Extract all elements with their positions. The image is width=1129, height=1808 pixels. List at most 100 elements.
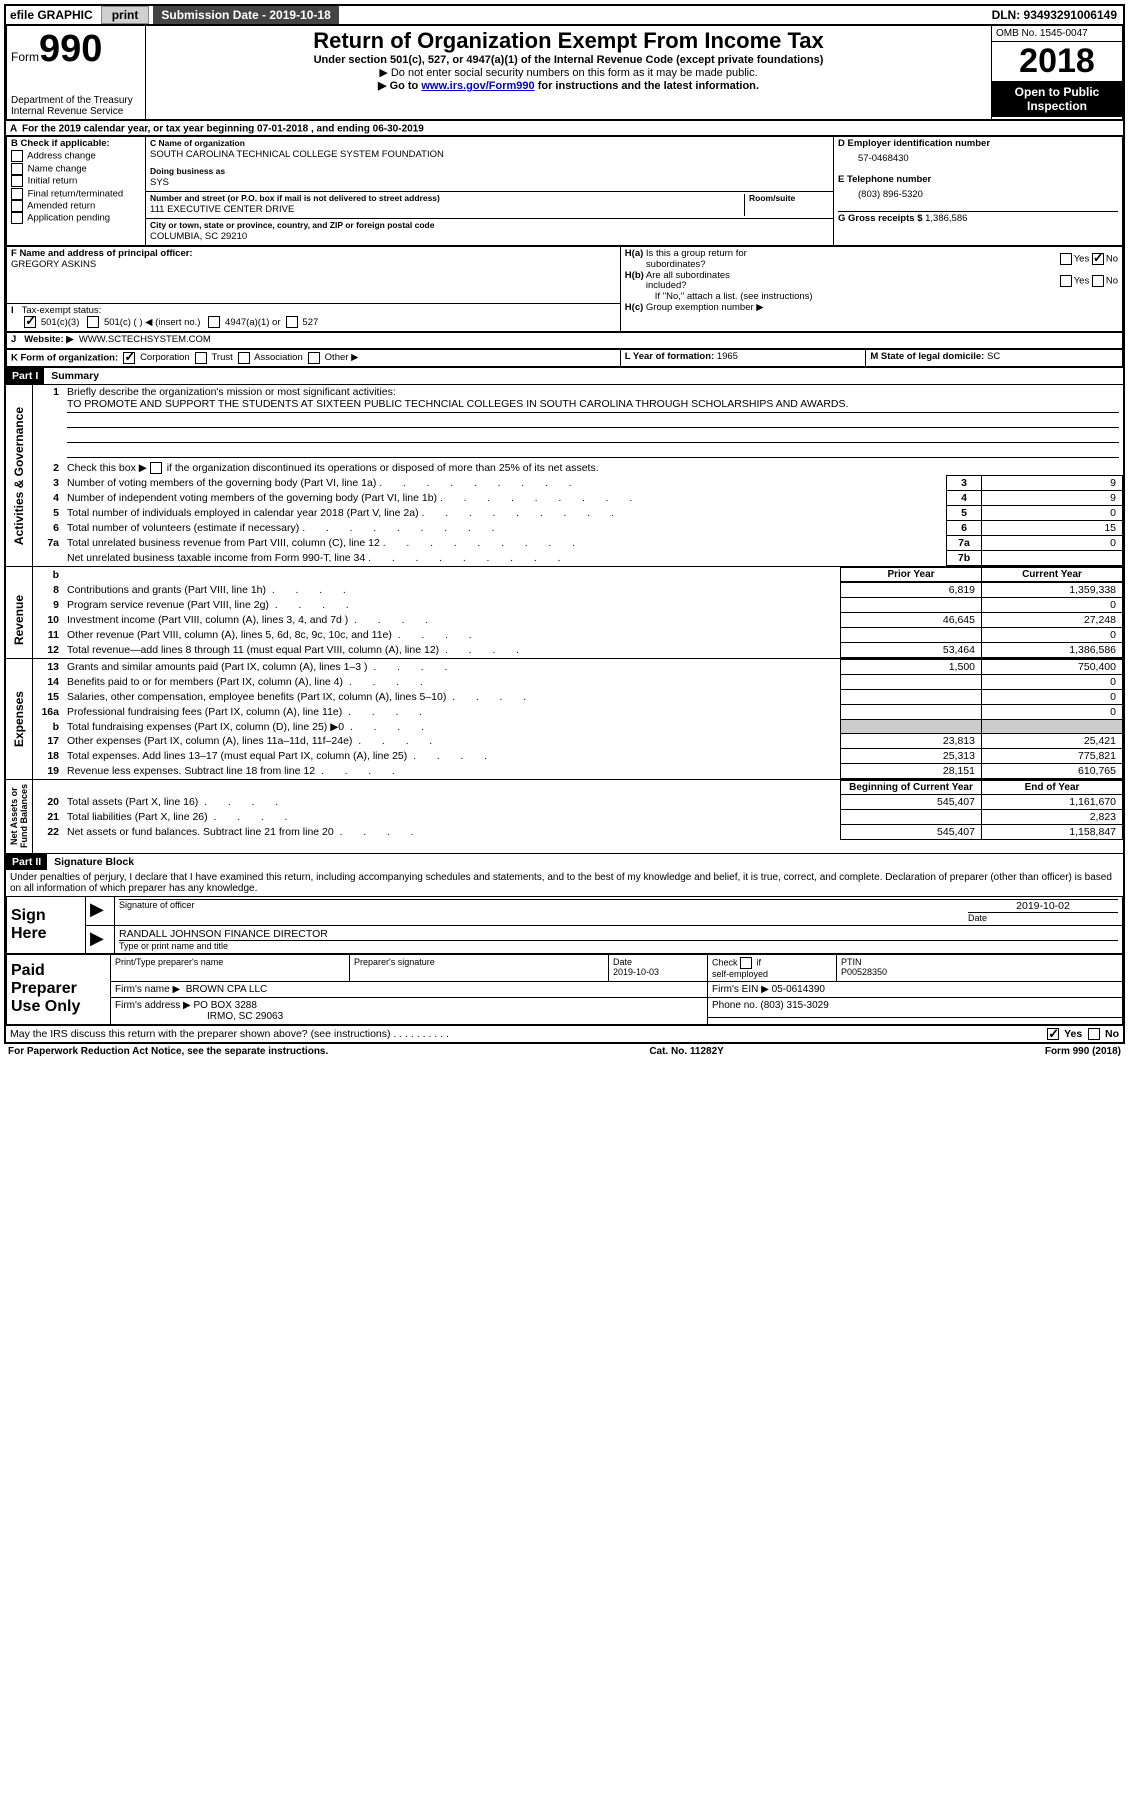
col-end: End of Year: [982, 781, 1123, 795]
gov-line: 6Total number of volunteers (estimate if…: [33, 521, 1123, 536]
data-line: 8Contributions and grants (Part VIII, li…: [33, 583, 1123, 598]
part-i-title: Summary: [51, 370, 99, 382]
form-label: Form: [11, 50, 39, 64]
data-line: 9Program service revenue (Part VIII, lin…: [33, 598, 1123, 613]
footer-right: Form 990 (2018): [1045, 1046, 1121, 1057]
year-formation: 1965: [717, 351, 738, 362]
box-l-label: L Year of formation:: [625, 351, 714, 362]
box-e-label: E Telephone number: [838, 175, 1118, 186]
prep-name-label: Print/Type preparer's name: [111, 954, 350, 981]
firm-ein-label: Firm's EIN ▶: [712, 984, 769, 995]
form-container: efile GRAPHIC print Submission Date - 20…: [4, 4, 1125, 1044]
gross-receipts: 1,386,586: [925, 213, 967, 224]
room-label: Room/suite: [749, 193, 795, 203]
data-line: 18Total expenses. Add lines 13–17 (must …: [33, 749, 1123, 764]
note2-pre: ▶ Go to: [378, 80, 421, 92]
data-line: 21Total liabilities (Part X, line 26) . …: [33, 810, 1123, 825]
check-4947[interactable]: 4947(a)(1) or: [208, 317, 280, 328]
gov-line: Net unrelated business taxable income fr…: [33, 551, 1123, 566]
check-corp[interactable]: Corporation: [123, 352, 189, 363]
check-trust[interactable]: Trust: [195, 352, 233, 363]
data-line: 14Benefits paid to or for members (Part …: [33, 675, 1123, 690]
check-assoc[interactable]: Association: [238, 352, 303, 363]
street-label: Number and street (or P.O. box if mail i…: [150, 193, 440, 203]
prep-sig-label: Preparer's signature: [350, 954, 609, 981]
col-begin: Beginning of Current Year: [841, 781, 982, 795]
form-title: Return of Organization Exempt From Incom…: [150, 28, 987, 54]
officer-type-label: Type or print name and title: [119, 940, 1118, 951]
website-value: WWW.SCTECHSYSTEM.COM: [79, 334, 211, 345]
may-irs-no[interactable]: No: [1088, 1028, 1119, 1040]
sig-officer-label: Signature of officer: [119, 900, 968, 923]
part-i-header: Part I: [6, 368, 44, 384]
paid-preparer-table: PaidPreparerUse Only Print/Type preparer…: [6, 954, 1123, 1025]
sign-here-table: SignHere ▶ Signature of officer 2019-10-…: [6, 896, 1123, 954]
ha-no[interactable]: No: [1092, 253, 1118, 265]
ptin-value: P00528350: [841, 967, 887, 977]
open-public-badge: Open to PublicInspection: [992, 81, 1122, 117]
print-button[interactable]: print: [101, 6, 150, 24]
website-row: J Website: ▶ WWW.SCTECHSYSTEM.COM: [6, 332, 1123, 349]
may-irs-row: May the IRS discuss this return with the…: [6, 1025, 1123, 1042]
state-domicile: SC: [987, 351, 1000, 362]
omb-number: OMB No. 1545-0047: [992, 26, 1122, 42]
check-other[interactable]: Other ▶: [308, 352, 358, 363]
prep-date-label: Date: [613, 957, 632, 967]
hb-no[interactable]: No: [1092, 275, 1118, 287]
form-number-block: Form990: [11, 28, 141, 71]
part-i-body: Activities & Governance 1 Briefly descri…: [6, 384, 1123, 566]
net-header-row: Net Assets orFund Balances Beginning of …: [6, 779, 1123, 852]
check-501c[interactable]: 501(c) ( ) ◀ (insert no.): [87, 317, 200, 328]
box-k-label: K Form of organization:: [11, 352, 118, 363]
declaration-text: Under penalties of perjury, I declare th…: [6, 870, 1123, 896]
box-g-label: G Gross receipts $: [838, 213, 922, 224]
q1-label: Briefly describe the organization's miss…: [67, 386, 396, 398]
data-line: 20Total assets (Part X, line 16) . . . .…: [33, 795, 1123, 810]
dln-label: DLN: 93493291006149: [986, 6, 1123, 24]
form-note1: ▶ Do not enter social security numbers o…: [150, 66, 987, 79]
firm-addr2: IRMO, SC 29063: [115, 1011, 703, 1022]
prep-phone: (803) 315-3029: [760, 1000, 828, 1011]
ha-yes[interactable]: Yes: [1060, 253, 1090, 265]
check-initial[interactable]: Initial return: [11, 175, 141, 187]
check-501c3[interactable]: 501(c)(3): [24, 317, 79, 328]
check-pending[interactable]: Application pending: [11, 212, 141, 224]
col-prior: Prior Year: [841, 568, 982, 582]
check-address[interactable]: Address change: [11, 150, 141, 162]
side-governance: Activities & Governance: [10, 403, 28, 549]
street-value: 111 EXECUTIVE CENTER DRIVE: [150, 204, 294, 215]
part-i-header-row: Part I Summary: [6, 367, 1123, 384]
may-irs-yes[interactable]: Yes: [1047, 1028, 1082, 1040]
data-line: 15Salaries, other compensation, employee…: [33, 690, 1123, 705]
form-subtitle: Under section 501(c), 527, or 4947(a)(1)…: [150, 54, 987, 66]
data-line: 10Investment income (Part VIII, column (…: [33, 613, 1123, 628]
dba-label: Doing business as: [150, 166, 225, 176]
check-name[interactable]: Name change: [11, 163, 141, 175]
check-final[interactable]: Final return/terminated: [11, 188, 141, 200]
may-irs-text: May the IRS discuss this return with the…: [10, 1028, 1047, 1040]
box-d-label: D Employer identification number: [838, 139, 1118, 150]
footer-left: For Paperwork Reduction Act Notice, see …: [8, 1046, 328, 1057]
tax-year: 2018: [992, 42, 1122, 81]
hb-yes[interactable]: Yes: [1060, 275, 1090, 287]
gov-line: 5Total number of individuals employed in…: [33, 506, 1123, 521]
line-a-text: For the 2019 calendar year, or tax year …: [22, 123, 424, 134]
firm-addr1: PO BOX 3288: [194, 1000, 257, 1011]
top-bar: efile GRAPHIC print Submission Date - 20…: [6, 6, 1123, 25]
self-employed-checkbox[interactable]: [740, 957, 752, 969]
prep-check: Check ifself-employed: [708, 954, 837, 981]
data-line: 12Total revenue—add lines 8 through 11 (…: [33, 643, 1123, 658]
sign-here-label: SignHere: [11, 907, 81, 943]
check-527[interactable]: 527: [286, 317, 319, 328]
check-amended[interactable]: Amended return: [11, 200, 141, 212]
firm-addr-label: Firm's address ▶: [115, 1000, 191, 1011]
instructions-link[interactable]: www.irs.gov/Form990: [421, 80, 534, 92]
side-expenses: Expenses: [10, 687, 28, 751]
data-line: 11Other revenue (Part VIII, column (A), …: [33, 628, 1123, 643]
col-current: Current Year: [982, 568, 1123, 582]
q2-checkbox[interactable]: [150, 462, 162, 474]
data-line: 19Revenue less expenses. Subtract line 1…: [33, 764, 1123, 779]
gov-line: 7aTotal unrelated business revenue from …: [33, 536, 1123, 551]
part-ii-title: Signature Block: [54, 856, 134, 868]
header-table: Form990 Department of the TreasuryIntern…: [6, 25, 1123, 120]
